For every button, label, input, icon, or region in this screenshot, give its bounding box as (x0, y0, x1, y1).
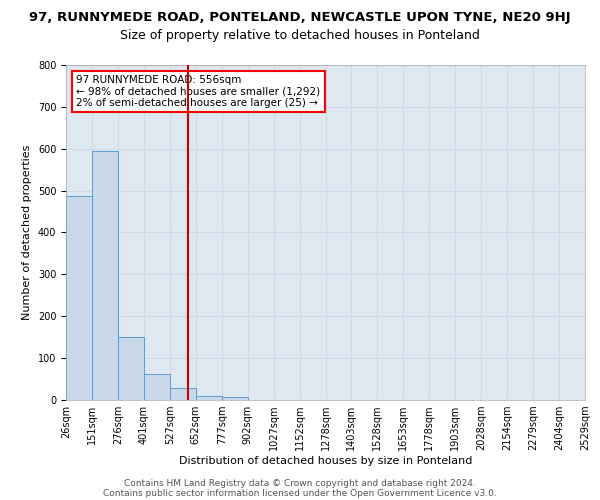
Text: Size of property relative to detached houses in Ponteland: Size of property relative to detached ho… (120, 29, 480, 42)
Bar (222, 398, 248, 400)
Text: 97, RUNNYMEDE ROAD, PONTELAND, NEWCASTLE UPON TYNE, NE20 9HJ: 97, RUNNYMEDE ROAD, PONTELAND, NEWCASTLE… (29, 12, 571, 24)
Bar (66, 196, 92, 400)
Text: Contains HM Land Registry data © Crown copyright and database right 2024.: Contains HM Land Registry data © Crown c… (124, 478, 476, 488)
Bar (118, 337, 144, 400)
Text: 97 RUNNYMEDE ROAD: 556sqm
← 98% of detached houses are smaller (1,292)
2% of sem: 97 RUNNYMEDE ROAD: 556sqm ← 98% of detac… (76, 75, 320, 108)
Y-axis label: Number of detached properties: Number of detached properties (22, 145, 32, 320)
Bar (144, 374, 170, 400)
X-axis label: Distribution of detached houses by size in Ponteland: Distribution of detached houses by size … (179, 456, 472, 466)
Bar (92, 152, 118, 400)
Bar (170, 388, 196, 400)
Text: Contains public sector information licensed under the Open Government Licence v3: Contains public sector information licen… (103, 490, 497, 498)
Bar (196, 396, 222, 400)
